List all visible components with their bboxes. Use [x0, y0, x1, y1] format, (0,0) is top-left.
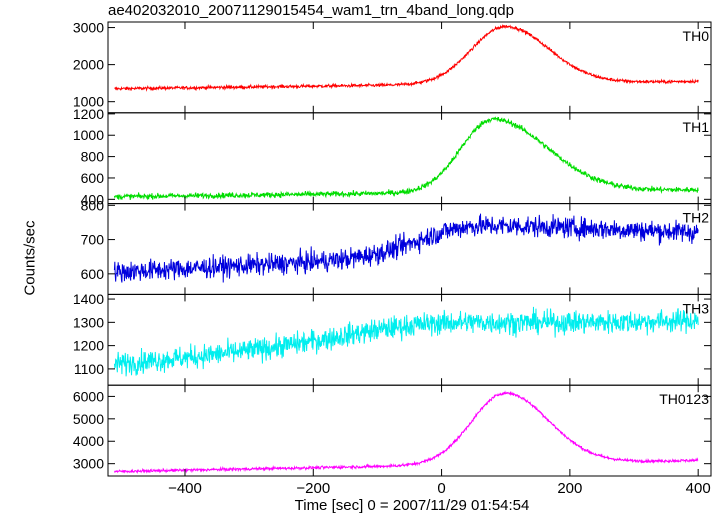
- y-tick-label: 1400: [73, 291, 104, 307]
- chart-title: ae402032010_20071129015454_wam1_trn_4ban…: [108, 2, 514, 19]
- series-th1: [113, 116, 699, 201]
- y-tick-label: 3000: [73, 20, 104, 36]
- y-tick-label: 800: [81, 197, 105, 213]
- x-tick-label: −400: [168, 480, 202, 497]
- y-tick-label: 1000: [73, 94, 104, 110]
- series-th0123: [113, 390, 699, 474]
- panel-label-th3: TH3: [683, 300, 710, 316]
- x-axis-label: Time [sec] 0 = 2007/11/29 01:54:54: [294, 497, 530, 514]
- y-tick-label: 1300: [73, 314, 104, 330]
- y-tick-label: 1200: [73, 338, 104, 354]
- panel-frame: [107, 293, 712, 386]
- panel-frame: [107, 21, 712, 114]
- x-tick-label: −200: [296, 480, 330, 497]
- y-tick-label: 600: [81, 170, 105, 186]
- y-tick-label: 1100: [74, 361, 104, 377]
- y-axis-label: Counts/sec: [21, 220, 39, 296]
- x-tick-label: 0: [437, 480, 445, 497]
- panel-label-th1: TH1: [683, 119, 710, 135]
- y-tick-label: 700: [81, 232, 105, 248]
- panel-label-th2: TH2: [683, 210, 710, 226]
- panel-frame: [107, 384, 712, 477]
- y-tick-label: 2000: [73, 57, 104, 73]
- series-th0: [114, 24, 699, 92]
- y-tick-label: 1200: [73, 106, 104, 122]
- y-tick-label: 1000: [73, 127, 104, 143]
- panel-label-th0: TH0: [683, 28, 710, 44]
- y-tick-label: 800: [81, 149, 105, 165]
- y-tick-label: 6000: [73, 388, 104, 404]
- y-tick-label: 3000: [73, 456, 104, 472]
- y-tick-label: 600: [81, 266, 105, 282]
- y-tick-label: 4000: [73, 433, 104, 449]
- y-tick-label: 400: [81, 191, 105, 207]
- series-th3: [113, 306, 699, 377]
- x-tick-label: 200: [557, 480, 582, 497]
- panel-label-th0123: TH0123: [659, 391, 709, 407]
- series-th2: [113, 213, 699, 283]
- x-tick-label: 400: [686, 480, 711, 497]
- y-tick-label: 5000: [73, 411, 104, 427]
